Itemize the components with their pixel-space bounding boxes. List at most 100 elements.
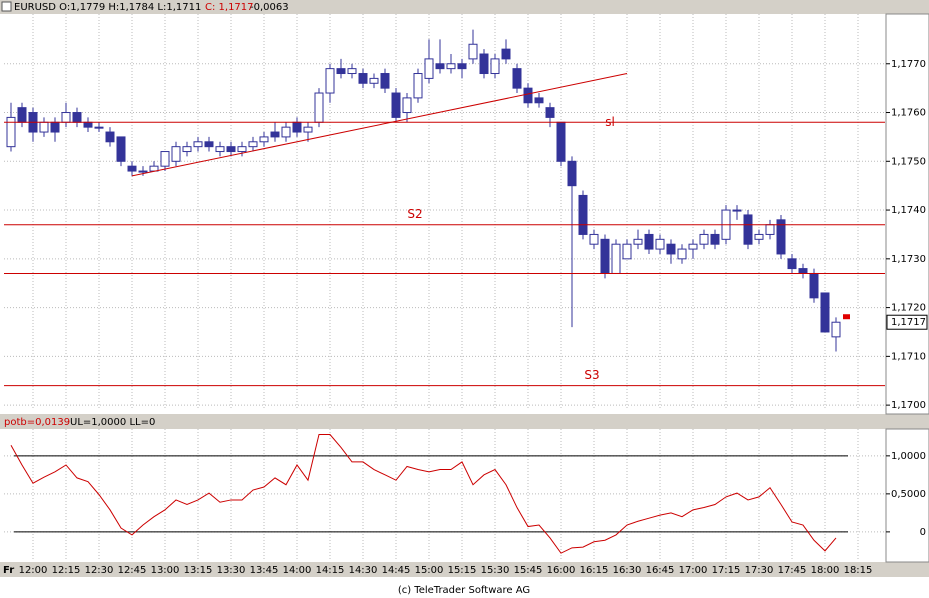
y-tick-label: 1,1710 [891, 351, 926, 362]
candle-body [490, 58, 500, 75]
candle-body [765, 224, 775, 235]
candle-body [94, 126, 104, 129]
x-tick-label: 13:45 [250, 565, 279, 576]
candle-body [248, 141, 258, 148]
level-label: S2 [407, 207, 422, 221]
candle-body [303, 126, 313, 133]
day-label: Fr [3, 565, 14, 576]
candle-body [501, 48, 511, 60]
x-tick-label: 17:30 [745, 565, 774, 576]
x-tick-label: 17:15 [712, 565, 741, 576]
candle-body [413, 73, 423, 99]
y-tick-label: 0,5000 [891, 489, 926, 500]
indicator-header-bar [0, 414, 929, 429]
candle-body [17, 107, 27, 123]
indicator-subtitle: UL=1,0000 LL=0 [70, 417, 155, 428]
chart-title: EURUSD O:1,1779 H:1,1784 L:1,1711 [14, 2, 201, 13]
y-tick-label: 1,1740 [891, 205, 926, 216]
candle-body [820, 292, 830, 333]
candle-body [776, 219, 786, 255]
last-price-label: 1,1717 [891, 317, 926, 328]
y-tick-label: 1,1770 [891, 59, 926, 70]
candle-body [105, 131, 115, 143]
candle-body [699, 233, 709, 245]
candle-body [644, 233, 654, 250]
x-tick-label: 18:15 [844, 565, 873, 576]
candle-body [160, 151, 170, 167]
candle-body [127, 165, 137, 172]
candle-body [116, 136, 126, 162]
indicator-title: potb=0,0139 [4, 417, 70, 428]
x-tick-label: 13:00 [151, 565, 180, 576]
candle-body [281, 126, 291, 138]
candle-body [611, 243, 621, 274]
x-tick-label: 15:45 [514, 565, 543, 576]
candle-body [237, 146, 247, 153]
y-tick-label: 1,1730 [891, 254, 926, 265]
y-tick-label: 1,0000 [891, 451, 926, 462]
last-price-marker [843, 314, 850, 320]
candle-body [314, 92, 324, 123]
x-tick-label: 14:30 [349, 565, 378, 576]
x-tick-label: 15:00 [415, 565, 444, 576]
candle-body [270, 131, 280, 138]
candle-body [479, 53, 489, 75]
y-tick-label: 1,1760 [891, 108, 926, 119]
x-tick-label: 15:15 [448, 565, 477, 576]
icon [1, 1, 12, 12]
x-tick-label: 14:00 [283, 565, 312, 576]
x-tick-label: 12:45 [118, 565, 147, 576]
candle-body [259, 136, 269, 143]
candle-body [435, 63, 445, 70]
candle-body [391, 92, 401, 118]
candle-body [468, 43, 478, 60]
candle-body [138, 170, 148, 173]
candle-body [809, 272, 819, 299]
trend-line [131, 73, 628, 177]
candle-body [743, 214, 753, 245]
x-tick-label: 12:15 [52, 565, 81, 576]
header-bar [0, 0, 929, 14]
candle-body [534, 97, 544, 104]
x-tick-label: 13:15 [184, 565, 213, 576]
candle-body [798, 268, 808, 274]
candle-body [831, 321, 841, 338]
candle-body [710, 233, 720, 245]
candle-body [325, 68, 335, 94]
x-tick-label: 16:30 [613, 565, 642, 576]
candle-body [347, 68, 357, 75]
candle-body [369, 77, 379, 84]
candle-body [39, 121, 49, 133]
level-label: S3 [584, 368, 599, 382]
candle-body [512, 68, 522, 89]
indicator-axis [885, 428, 929, 563]
close-text: C: 1,1717 [205, 2, 254, 13]
candle-body [193, 141, 203, 148]
candle-body [633, 238, 643, 245]
x-tick-label: 16:15 [580, 565, 609, 576]
candle-body [171, 146, 181, 162]
candle-body [666, 243, 676, 255]
candle-body [556, 121, 566, 162]
y-tick-label: 1,1720 [891, 303, 926, 314]
x-tick-label: 14:45 [382, 565, 411, 576]
x-tick-label: 14:15 [316, 565, 345, 576]
candle-body [402, 97, 412, 114]
candle-body [226, 146, 236, 153]
x-tick-label: 17:00 [679, 565, 708, 576]
candle-body [688, 243, 698, 250]
x-tick-label: 13:30 [217, 565, 246, 576]
candle-body [83, 121, 93, 128]
indicator-line [10, 434, 837, 554]
x-axis-bar [0, 562, 929, 577]
candle-body [50, 121, 60, 133]
candle-body [523, 87, 533, 104]
candle-body [457, 63, 467, 70]
candle-body [424, 58, 434, 79]
candle-body [204, 141, 214, 148]
candle-body [732, 209, 742, 212]
x-tick-label: 16:45 [646, 565, 675, 576]
